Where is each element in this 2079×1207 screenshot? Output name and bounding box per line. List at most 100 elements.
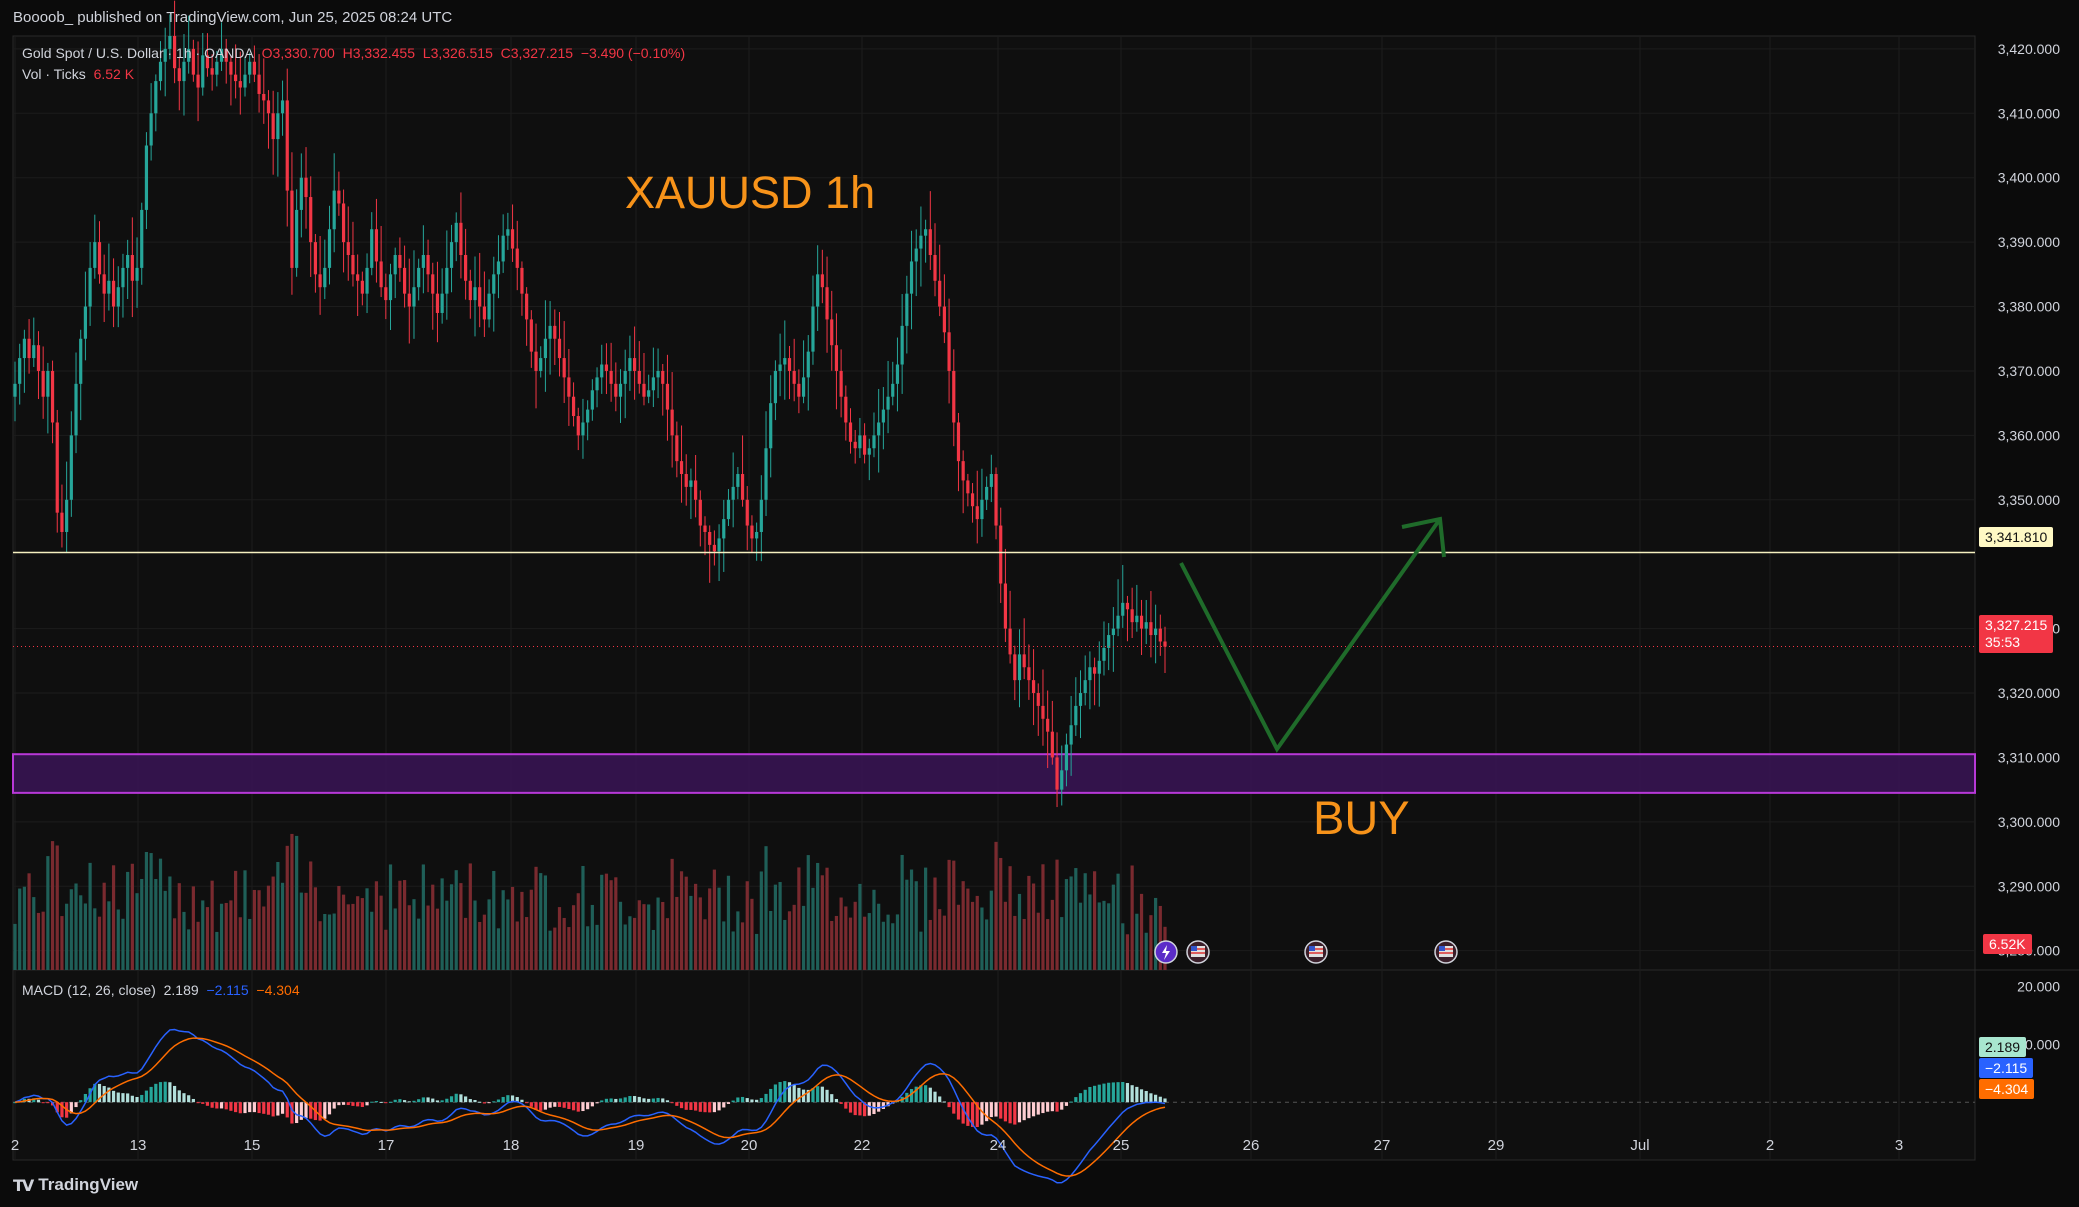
- macd-histogram-bar: [1078, 1093, 1083, 1103]
- macd-histogram-bar: [402, 1100, 407, 1103]
- price-tick-label: 3,300.000: [1998, 814, 2060, 830]
- volume-bar: [421, 864, 425, 970]
- volume-bar: [417, 918, 421, 970]
- volume-bar: [234, 870, 238, 970]
- macd-histogram-bar: [276, 1102, 280, 1116]
- macd-histogram-bar: [262, 1102, 266, 1114]
- us-flag-event-icon: [1304, 940, 1328, 964]
- macd-histogram-bar: [712, 1102, 716, 1113]
- time-tick-label: 26: [1243, 1137, 1260, 1154]
- candle-body: [881, 409, 885, 423]
- candle-body: [980, 499, 984, 520]
- candle-body: [839, 370, 843, 397]
- candle-body: [698, 499, 702, 526]
- volume-bar: [539, 873, 543, 970]
- volume-bar: [689, 895, 693, 970]
- candle-body: [393, 255, 397, 275]
- candle-body: [637, 370, 641, 384]
- volume-bar: [872, 889, 876, 970]
- last-price-tag: 3,327.215 35:53: [1979, 615, 2054, 653]
- candlestick-series: [13, 0, 1167, 808]
- candle-body: [909, 261, 914, 294]
- candle-body: [50, 370, 55, 423]
- macd-histogram-bar: [1097, 1084, 1101, 1103]
- macd-histogram-bar: [318, 1102, 322, 1121]
- macd-signal-value: −4.304: [256, 982, 300, 998]
- macd-histogram-bar: [407, 1101, 411, 1103]
- volume-bar: [750, 898, 754, 970]
- macd-histogram-bar: [93, 1083, 97, 1103]
- candle-body: [985, 486, 989, 500]
- economic-events[interactable]: [1154, 940, 1458, 964]
- macd-histogram-bar: [661, 1098, 665, 1103]
- candle-body: [886, 396, 890, 410]
- volume-bar: [956, 904, 961, 970]
- volume-bar: [318, 921, 322, 970]
- bar-countdown: 35:53: [1985, 634, 2021, 650]
- price-tick-label: 3,410.000: [1998, 105, 2060, 121]
- volume-bar: [374, 881, 379, 970]
- candle-body: [877, 422, 881, 436]
- volume-bar: [759, 871, 763, 970]
- macd-histogram-bar: [271, 1102, 275, 1117]
- volume-bar: [792, 904, 796, 970]
- volume-bar: [271, 876, 275, 970]
- candle-body: [783, 358, 787, 365]
- candle-body: [506, 229, 510, 236]
- macd-histogram-bar: [135, 1096, 139, 1103]
- us-flag-event-icon: [1434, 940, 1458, 964]
- volume-bar: [614, 877, 618, 970]
- time-axis[interactable]: 2 13 15 17 18 19 20 22 24 25 26 27 29 Jul 2 3: [11, 1137, 1903, 1154]
- volume-bar: [853, 901, 857, 970]
- candle-body: [121, 267, 125, 288]
- volume-bar: [604, 873, 609, 970]
- candle-body: [323, 267, 327, 288]
- macd-histogram-bar: [787, 1082, 792, 1103]
- candle-body: [332, 190, 336, 230]
- volume-bar: [74, 883, 78, 970]
- macd-histogram-bar: [398, 1099, 402, 1103]
- volume-bar: [778, 882, 782, 970]
- candle-body: [806, 351, 810, 378]
- volume-bar: [773, 884, 778, 970]
- candle-body: [111, 280, 116, 307]
- volume-bar: [83, 903, 88, 970]
- volume-bar: [862, 916, 867, 970]
- volume-bar: [337, 885, 341, 970]
- volume-bar: [797, 867, 801, 970]
- volume-bar: [886, 914, 890, 970]
- candle-body: [464, 255, 468, 281]
- volume-bar: [708, 888, 712, 970]
- candle-body: [196, 74, 200, 88]
- volume-bar: [586, 926, 590, 970]
- volume-bar: [980, 907, 984, 970]
- macd-histogram-bar: [492, 1101, 496, 1103]
- candle-body: [581, 422, 585, 436]
- macd-histogram-bar: [938, 1096, 942, 1103]
- candle-body: [79, 338, 83, 384]
- candle-body: [41, 370, 45, 397]
- macd-histogram-bar: [116, 1092, 120, 1103]
- candle-body: [1074, 705, 1078, 726]
- macd-histogram-bar: [496, 1099, 501, 1103]
- tradingview-footer[interactable]: TV TradingView: [13, 1172, 138, 1198]
- volume-bar: [562, 917, 566, 970]
- candle-body: [586, 409, 590, 423]
- volume-bar: [764, 846, 768, 970]
- macd-histogram-bar: [346, 1102, 350, 1106]
- macd-histogram-bar: [309, 1102, 313, 1119]
- candle-body: [107, 280, 111, 294]
- macd-histogram-bar: [717, 1102, 721, 1111]
- candle-body: [431, 274, 435, 294]
- macd-histogram-bar: [642, 1098, 646, 1103]
- volume-bar: [717, 887, 721, 970]
- macd-histogram-bar: [205, 1102, 210, 1106]
- volume-bar: [32, 897, 36, 970]
- macd-histogram-bar: [487, 1102, 491, 1104]
- volume-bar: [459, 883, 463, 970]
- volume-bar: [257, 890, 261, 970]
- volume-bar: [642, 904, 646, 970]
- volume-bar: [881, 921, 885, 970]
- volume-bar: [18, 888, 22, 970]
